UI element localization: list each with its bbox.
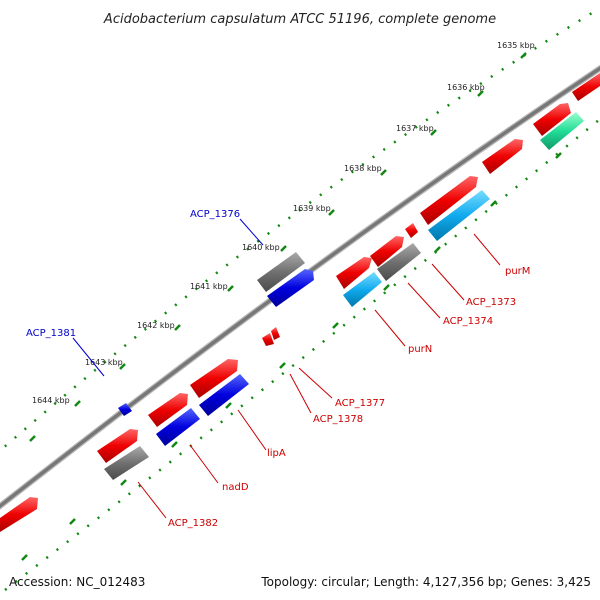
gene-label-acp1378[interactable]: ACP_1378 bbox=[313, 414, 363, 425]
tick-label: 1639 kbp bbox=[293, 204, 331, 213]
gene-label-acp1374[interactable]: ACP_1374 bbox=[443, 316, 493, 327]
outer-side-genes bbox=[118, 252, 314, 416]
gene-label-purm[interactable]: purM bbox=[505, 266, 530, 277]
gene-label-acp1382[interactable]: ACP_1382 bbox=[168, 518, 218, 529]
forward-strand-genes bbox=[0, 73, 600, 532]
gene-feature[interactable] bbox=[271, 327, 280, 340]
gene-feature[interactable] bbox=[405, 223, 418, 238]
gene-feature[interactable] bbox=[104, 446, 149, 480]
tick-label: 1641 kbp bbox=[190, 282, 228, 291]
accession-text: Accession: NC_012483 bbox=[9, 575, 145, 589]
gene-feature[interactable] bbox=[118, 403, 132, 416]
gene-feature[interactable] bbox=[572, 73, 600, 101]
gene-feature[interactable] bbox=[257, 252, 305, 292]
reverse-strand-genes bbox=[104, 112, 584, 480]
gene-feature[interactable] bbox=[0, 497, 38, 532]
gene-feature[interactable] bbox=[267, 269, 314, 307]
tick-label: 1636 kbp bbox=[447, 83, 485, 92]
gene-label-acp1377[interactable]: ACP_1377 bbox=[335, 398, 385, 409]
gene-feature[interactable] bbox=[377, 243, 421, 281]
gene-feature[interactable] bbox=[156, 408, 200, 446]
tick-label: 1642 kbp bbox=[137, 321, 175, 330]
gene-feature[interactable] bbox=[190, 359, 238, 398]
gene-feature[interactable] bbox=[370, 236, 404, 267]
tick-label: 1644 kbp bbox=[32, 396, 70, 405]
gene-label-acp1376[interactable]: ACP_1376 bbox=[190, 209, 240, 220]
major-ticks-outer bbox=[29, 52, 527, 442]
gene-feature[interactable] bbox=[97, 429, 138, 463]
gene-feature[interactable] bbox=[420, 176, 478, 225]
gene-labels: ACP_1376 ACP_1381 purM ACP_1373 ACP_1374… bbox=[26, 209, 530, 529]
gene-feature[interactable] bbox=[148, 393, 188, 427]
gene-feature[interactable] bbox=[262, 333, 274, 346]
tick-labels: 1635 kbp 1636 kbp 1637 kbp 1638 kbp 1639… bbox=[32, 41, 535, 405]
outer-tick-ruler bbox=[0, 6, 600, 453]
gene-label-lipa[interactable]: lipA bbox=[267, 448, 286, 459]
tick-label: 1637 kbp bbox=[396, 124, 434, 133]
gene-label-nadd[interactable]: nadD bbox=[222, 482, 249, 493]
tick-label: 1635 kbp bbox=[497, 41, 535, 50]
map-title: Acidobacterium capsulatum ATCC 51196, co… bbox=[103, 12, 496, 27]
gene-feature[interactable] bbox=[199, 374, 249, 416]
leader-lines bbox=[72, 218, 501, 519]
gene-feature[interactable] bbox=[533, 103, 571, 136]
tick-label: 1640 kbp bbox=[242, 243, 280, 252]
gene-feature[interactable] bbox=[428, 190, 490, 241]
tick-label: 1638 kbp bbox=[344, 164, 382, 173]
gene-label-acp1381[interactable]: ACP_1381 bbox=[26, 328, 76, 339]
tick-label: 1643 kbp bbox=[85, 358, 123, 367]
gene-feature[interactable] bbox=[482, 139, 523, 174]
inner-tick-ruler bbox=[4, 117, 600, 591]
gene-feature[interactable] bbox=[540, 112, 584, 150]
gene-feature[interactable] bbox=[336, 257, 372, 289]
major-ticks-inner bbox=[21, 152, 562, 561]
genome-summary-text: Topology: circular; Length: 4,127,356 bp… bbox=[260, 575, 591, 589]
gene-feature[interactable] bbox=[343, 272, 382, 307]
gene-label-purn[interactable]: purN bbox=[408, 344, 432, 355]
gene-label-acp1373[interactable]: ACP_1373 bbox=[466, 297, 516, 308]
